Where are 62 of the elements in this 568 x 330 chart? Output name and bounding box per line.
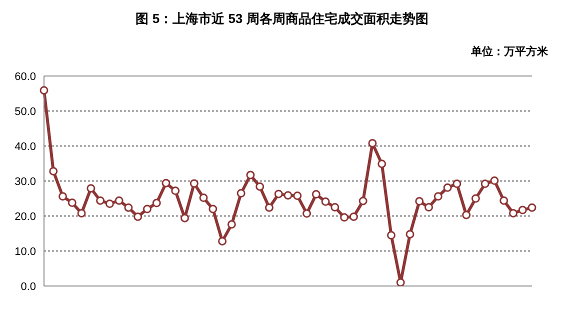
point (302, 209, 312, 218)
point (58, 192, 68, 201)
point (330, 203, 340, 212)
point (415, 197, 424, 206)
point (180, 214, 190, 222)
chart-title: 图 5：上海市近 53 周各周商品住宅成交面积走势图 (134, 10, 430, 28)
point (368, 138, 377, 148)
point (293, 191, 302, 200)
point (500, 196, 508, 205)
point (480, 180, 490, 188)
point (246, 170, 255, 180)
point (490, 176, 499, 185)
y-tick-label: 0.0 (20, 280, 36, 293)
point (434, 192, 442, 201)
point (86, 184, 96, 193)
point (462, 210, 471, 220)
point (358, 196, 368, 206)
y-tick-label: 40.0 (14, 140, 36, 153)
y-tick-label: 60.0 (14, 70, 36, 83)
y-axis-title: 单位：万平方米 (471, 44, 548, 59)
y-tick-label: 20.0 (14, 210, 36, 223)
point (134, 212, 142, 221)
point (386, 231, 396, 240)
point (284, 191, 292, 200)
point (528, 203, 536, 212)
point (274, 190, 283, 198)
point (312, 190, 320, 199)
point (471, 194, 480, 203)
point (171, 186, 180, 196)
point (40, 86, 48, 95)
point (218, 236, 227, 246)
point (199, 194, 208, 202)
point (142, 204, 152, 214)
point (162, 178, 170, 188)
point (68, 198, 76, 207)
point (114, 196, 124, 205)
point (443, 183, 452, 192)
point (256, 182, 264, 191)
point (508, 208, 518, 218)
point (96, 196, 105, 205)
point (340, 213, 349, 222)
point (227, 220, 236, 229)
point (190, 179, 198, 188)
point (424, 203, 434, 212)
point (452, 180, 462, 188)
point (105, 200, 114, 208)
point (518, 206, 527, 214)
y-tick-label: 30.0 (14, 176, 36, 188)
point (406, 230, 414, 238)
point (124, 203, 133, 212)
point (378, 160, 386, 168)
point (321, 197, 330, 206)
point (152, 198, 161, 208)
point (208, 204, 218, 214)
point (236, 189, 246, 198)
y-tick-label: 50.0 (14, 106, 36, 118)
point (349, 212, 358, 221)
point (77, 208, 86, 218)
point (396, 278, 405, 286)
point (264, 203, 274, 212)
y-tick-label: 10.0 (14, 246, 36, 258)
point (49, 166, 58, 176)
